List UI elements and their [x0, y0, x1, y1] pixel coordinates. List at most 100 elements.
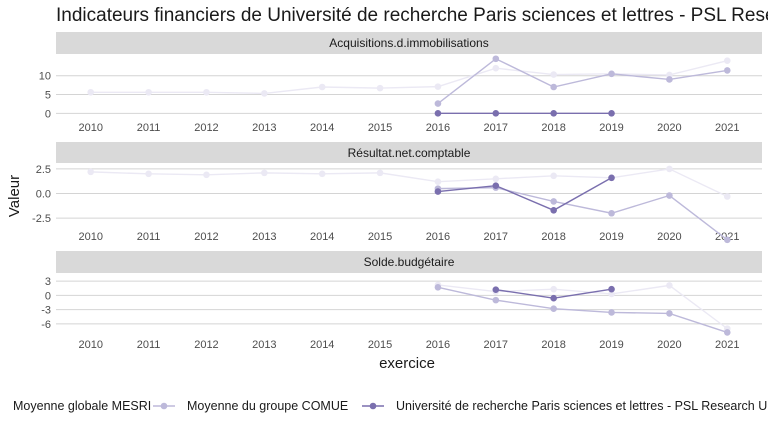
- data-point: [550, 83, 557, 91]
- data-point: [318, 170, 326, 178]
- data-point: [608, 174, 615, 182]
- series-line: [437, 186, 728, 241]
- data-point: [666, 165, 673, 173]
- data-point: [434, 100, 442, 107]
- facet-panels: Acquisitions.d.immobilisations 0 5 10 2010 20…: [32, 32, 762, 351]
- x-tick-label: 2018: [541, 339, 565, 351]
- x-tick-label: 2015: [368, 231, 392, 243]
- strip-label: Résultat.net.comptable: [348, 146, 471, 160]
- data-point: [261, 90, 268, 97]
- data-point: [550, 285, 557, 293]
- data-point: [550, 110, 557, 117]
- data-point: [87, 88, 95, 96]
- data-point: [434, 83, 442, 90]
- data-point: [666, 310, 673, 317]
- x-tick-label: 2019: [599, 339, 623, 351]
- data-point: [723, 67, 731, 74]
- x-tick-label: 2021: [715, 122, 739, 134]
- x-tick-label: 2013: [252, 339, 276, 351]
- x-tick-label: 2018: [541, 122, 565, 134]
- data-point: [608, 209, 615, 217]
- x-tick-label: 2011: [137, 122, 161, 134]
- legend-key-point: [369, 402, 377, 410]
- data-point: [203, 171, 210, 179]
- data-point: [492, 175, 500, 183]
- x-tick-label: 2017: [484, 122, 508, 134]
- x-tick-label: 2010: [78, 122, 102, 134]
- legend: Moyenne globale MESRI Moyenne du groupe C…: [13, 399, 768, 413]
- x-tick-label: 2015: [368, 122, 392, 134]
- data-point: [492, 286, 500, 293]
- x-tick-label: 2012: [194, 122, 218, 134]
- x-tick-label: 2014: [310, 122, 334, 134]
- y-tick-label: 5: [45, 90, 51, 102]
- chart-title: Indicateurs financiers de Université de …: [56, 5, 768, 26]
- x-tick-label: 2020: [657, 122, 681, 134]
- y-tick-label: 3: [45, 276, 51, 288]
- data-point: [261, 169, 268, 177]
- x-tick-label: 2013: [252, 231, 276, 243]
- data-point: [376, 169, 384, 177]
- strip-background: [56, 32, 762, 54]
- strip-background: [56, 251, 762, 273]
- data-point: [608, 285, 615, 293]
- data-point: [145, 88, 152, 96]
- x-tick-label: 2010: [78, 339, 102, 351]
- panel-3: Solde.budgétaire 3 0 -3 -6 2010 2011 2012 2013 20…: [41, 251, 762, 351]
- data-point: [145, 170, 152, 178]
- data-point: [550, 172, 557, 180]
- y-axis-title: Valeur: [6, 175, 23, 217]
- data-point: [87, 168, 95, 176]
- series-line: [437, 286, 728, 334]
- data-point: [666, 282, 673, 289]
- x-axis-title: exercice: [379, 355, 435, 372]
- x-tick-label: 2014: [310, 339, 334, 351]
- strip-label: Solde.budgétaire: [364, 255, 455, 269]
- data-point: [666, 192, 673, 199]
- data-point: [723, 193, 731, 200]
- data-point: [434, 188, 442, 195]
- x-tick-label: 2021: [715, 339, 739, 351]
- y-tick-label: 2.5: [36, 164, 51, 176]
- data-point: [492, 64, 500, 72]
- y-tick-label: 10: [39, 71, 51, 83]
- legend-label: Moyenne globale MESRI: [13, 399, 151, 413]
- data-point: [608, 110, 615, 117]
- series-line: [437, 177, 612, 212]
- x-tick-label: 2013: [252, 122, 276, 134]
- data-point: [434, 110, 442, 117]
- strip-label: Acquisitions.d.immobilisations: [329, 36, 488, 50]
- x-tick-label: 2017: [484, 231, 508, 243]
- data-point: [550, 206, 557, 214]
- data-point: [608, 309, 615, 316]
- data-point: [723, 329, 731, 336]
- data-point: [550, 305, 557, 312]
- data-point: [550, 71, 557, 78]
- legend-label: Université de recherche Paris sciences e…: [396, 399, 768, 413]
- x-tick-label: 2020: [657, 339, 681, 351]
- data-point: [492, 55, 500, 63]
- x-tick-label: 2020: [657, 231, 681, 243]
- data-point: [608, 290, 615, 298]
- x-tick-label: 2011: [137, 339, 161, 351]
- data-point: [492, 110, 500, 117]
- data-point: [318, 83, 326, 91]
- x-tick-label: 2019: [599, 122, 623, 134]
- series-line: [437, 57, 728, 105]
- x-tick-label: 2012: [194, 231, 218, 243]
- data-point: [666, 76, 673, 83]
- data-point: [608, 70, 615, 78]
- data-point: [723, 236, 731, 244]
- x-tick-label: 2012: [194, 339, 218, 351]
- data-point: [666, 71, 673, 79]
- data-point: [550, 294, 557, 302]
- x-tick-label: 2018: [541, 231, 565, 243]
- data-point: [376, 84, 384, 92]
- legend-label: Moyenne du groupe COMUE: [187, 399, 348, 413]
- x-tick-label: 2014: [310, 231, 334, 243]
- y-tick-label: -6: [41, 319, 51, 331]
- data-point: [203, 88, 210, 96]
- x-tick-label: 2016: [426, 339, 450, 351]
- series-line: [90, 59, 728, 95]
